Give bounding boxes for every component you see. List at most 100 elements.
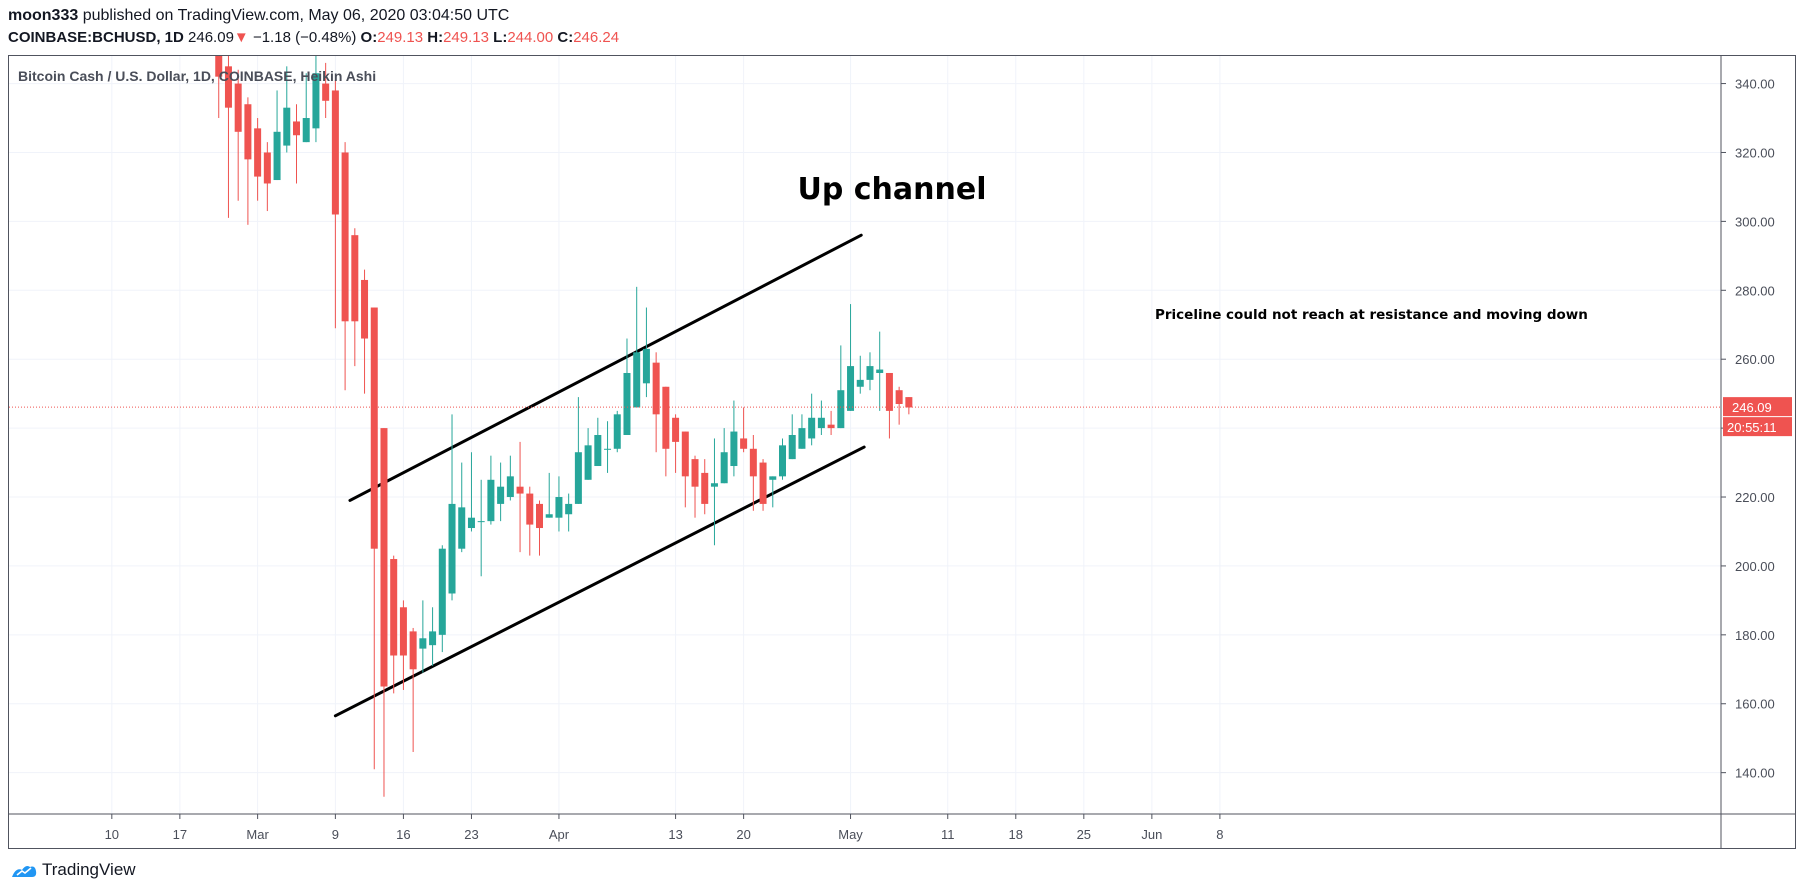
candle-down — [740, 438, 748, 449]
time-axis[interactable]: 10 17 Mar 9 16 23 Apr 13 20 May 11 18 25 Jun 8 — [9, 813, 1796, 842]
priceline-note[interactable]: Priceline could not reach at resistance … — [1155, 307, 1588, 323]
candle-down — [234, 83, 242, 132]
price-tick-label: 200.00 — [1735, 559, 1775, 574]
candlesticks — [9, 56, 1721, 797]
price-tick-label: 300.00 — [1735, 214, 1775, 229]
candle-up — [584, 445, 592, 480]
symbol-info: COINBASE:BCHUSD, 1D 246.09▼ −1.18 (−0.48… — [8, 29, 619, 46]
candle-down — [215, 56, 223, 77]
candle-up — [448, 503, 456, 594]
candle-up — [730, 431, 738, 467]
tradingview-logo-icon — [12, 866, 37, 877]
candle-down — [390, 559, 398, 656]
time-tick-label: Apr — [549, 827, 570, 842]
time-tick-label: 20 — [736, 827, 750, 842]
candle-up — [555, 497, 563, 518]
candle-up — [283, 107, 291, 146]
price-tick-label: 340.00 — [1735, 77, 1775, 92]
candle-down — [361, 279, 369, 339]
time-tick-label: 23 — [464, 827, 478, 842]
candle-down — [759, 462, 767, 504]
time-tick-label: 8 — [1216, 827, 1223, 842]
candle-down — [516, 486, 524, 494]
candle-up — [720, 452, 728, 484]
publisher-name[interactable]: moon333 — [8, 7, 79, 24]
candle-up — [467, 517, 475, 529]
candle-up — [429, 631, 437, 646]
time-tick-label: 13 — [668, 827, 682, 842]
published-text: published on TradingView.com, May 06, 20… — [82, 7, 510, 24]
candle-up — [574, 452, 582, 504]
candle-up — [866, 366, 874, 380]
candle-down — [351, 235, 359, 322]
price-tick-label: 280.00 — [1735, 283, 1775, 298]
last-price-tags: 246.09 20:55:11 — [1723, 397, 1792, 437]
candle-down — [322, 83, 330, 101]
candle-down — [672, 417, 680, 442]
candle-down — [254, 128, 262, 177]
candle-down — [370, 307, 378, 549]
candle-down — [691, 459, 699, 487]
candle-up — [458, 507, 466, 549]
candle-up — [876, 369, 884, 373]
candle-up — [798, 428, 806, 449]
candle-up — [817, 417, 825, 429]
open-label: O: — [360, 29, 378, 46]
candle-down — [681, 431, 689, 477]
candle-down — [885, 372, 893, 411]
symbol-name: COINBASE:BCHUSD, 1D — [8, 29, 184, 46]
tradingview-footer[interactable]: TradingView — [10, 860, 136, 880]
close-label: C: — [557, 29, 574, 46]
chart-frame[interactable] — [8, 55, 1796, 849]
time-tick-label: Mar — [246, 827, 269, 842]
candle-up — [769, 476, 777, 480]
price-tick-label: 220.00 — [1735, 490, 1775, 505]
open-value: 249.13 — [377, 29, 424, 46]
candle-down — [749, 448, 757, 477]
price-axis[interactable]: 140.00160.00180.00200.00220.00240.00260.… — [1720, 56, 1775, 848]
high-label: H: — [427, 29, 444, 46]
candle-up — [808, 417, 816, 439]
candle-up — [419, 638, 427, 649]
price-tick-label: 180.00 — [1735, 628, 1775, 643]
channel-lower-line[interactable] — [333, 445, 866, 718]
up-channel[interactable] — [333, 233, 866, 718]
candle-up — [788, 435, 796, 460]
time-tick-label: 17 — [173, 827, 187, 842]
last-price-tag-label: 246.09 — [1732, 400, 1772, 415]
countdown-tag-label: 20:55:11 — [1727, 420, 1777, 435]
candle-down — [701, 472, 709, 504]
candle-up — [856, 379, 864, 387]
candle-down — [331, 90, 339, 215]
price-tick-label: 260.00 — [1735, 352, 1775, 367]
candle-down — [293, 121, 300, 136]
candle-up — [438, 548, 446, 635]
candle-up — [633, 352, 641, 408]
time-tick-label: 16 — [396, 827, 410, 842]
candle-down — [380, 428, 388, 687]
candle-up — [565, 503, 573, 515]
candle-down — [536, 503, 543, 529]
candle-up — [613, 414, 621, 449]
candle-up — [477, 521, 485, 523]
candle-down — [224, 66, 232, 108]
candle-down — [905, 397, 913, 408]
candle-up — [497, 486, 505, 504]
up-channel-label[interactable]: Up channel — [797, 172, 986, 207]
channel-upper-line[interactable] — [348, 233, 863, 502]
high-value: 249.13 — [443, 29, 489, 46]
low-value: 244.00 — [507, 29, 554, 46]
low-label: L: — [493, 29, 508, 46]
candle-up — [779, 445, 786, 477]
time-tick-label: Jun — [1141, 827, 1162, 842]
publish-info: moon333 published on TradingView.com, Ma… — [8, 7, 509, 25]
down-arrow-icon: ▼ — [233, 29, 249, 46]
candle-down — [263, 152, 271, 184]
time-tick-label: 18 — [1009, 827, 1023, 842]
time-tick-label: May — [838, 827, 863, 842]
candle-up — [642, 348, 650, 384]
chart-title: Bitcoin Cash / U.S. Dollar, 1D, COINBASE… — [18, 68, 376, 84]
tradingview-brand: TradingView — [42, 860, 136, 879]
candle-up — [837, 390, 845, 429]
